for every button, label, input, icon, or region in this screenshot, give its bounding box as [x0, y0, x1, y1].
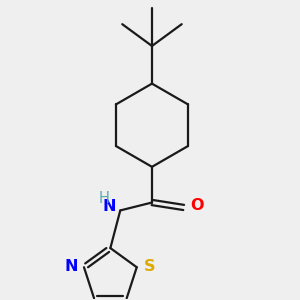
Text: N: N	[103, 199, 116, 214]
Text: N: N	[64, 259, 78, 274]
Text: O: O	[190, 198, 204, 213]
Text: H: H	[99, 191, 110, 206]
Text: S: S	[144, 259, 155, 274]
